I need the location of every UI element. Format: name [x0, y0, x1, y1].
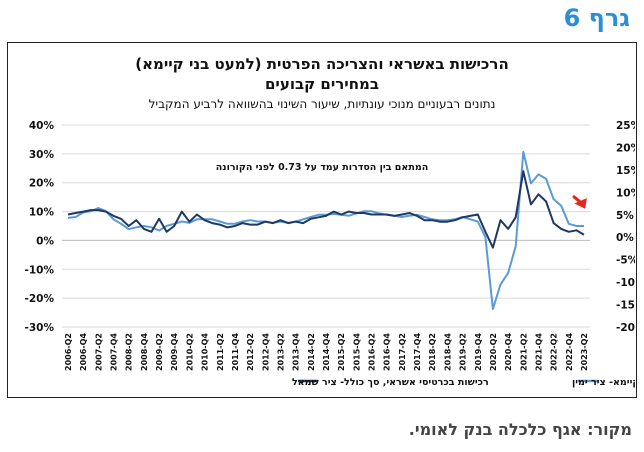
x-tick-label: 2007-Q4: [110, 333, 119, 371]
right-axis-tick-label: 20%: [616, 142, 635, 154]
x-tick-label: 2014-Q4: [322, 333, 331, 371]
right-axis-tick-label: 15%: [616, 165, 635, 177]
x-tick-label: 2021-Q2: [519, 333, 528, 371]
right-axis-tick-label: 5%: [616, 210, 634, 222]
x-tick-label: 2018-Q2: [428, 333, 437, 371]
x-tick-label: 2014-Q2: [307, 333, 316, 371]
down-arrow-icon: [572, 195, 587, 209]
left-axis-tick-label: 40%: [29, 120, 55, 132]
x-tick-label: 2023-Q2: [580, 333, 589, 371]
x-tick-label: 2016-Q2: [368, 333, 377, 371]
x-tick-label: 2015-Q2: [337, 333, 346, 371]
right-axis-tick-label: -10%: [616, 277, 635, 289]
x-tick-label: 2019-Q2: [459, 333, 468, 371]
series-lines: [67, 150, 587, 310]
x-tick-label: 2009-Q2: [155, 333, 164, 371]
chart-title-line1: הרכישות באשראי והצריכה הפרטית (למעט בני …: [135, 55, 509, 73]
left-axis-tick-label: -30%: [25, 322, 55, 334]
gridlines: [62, 124, 590, 328]
x-tick-label: 2009-Q4: [170, 333, 179, 371]
left-axis-tick-label: 30%: [29, 149, 55, 161]
x-tick-label: 2013-Q4: [292, 333, 301, 371]
x-tick-label: 2016-Q4: [383, 333, 392, 371]
legend-label: רכישות בכרטיסי אשראי, סך כולל- ציר שמאל: [292, 377, 489, 388]
x-tick-label: 2017-Q4: [413, 333, 422, 371]
legend-item-consumption: הוצאה לצריכה פרטית, למעט בני קיימא- ציר …: [572, 377, 644, 388]
right-axis-tick-label: -20%: [616, 322, 635, 334]
x-tick-label: 2011-Q2: [216, 333, 225, 371]
legend: הוצאה לצריכה פרטית, למעט בני קיימא- ציר …: [292, 377, 644, 388]
x-tick-label: 2006-Q2: [64, 333, 73, 371]
x-tick-label: 2019-Q4: [474, 333, 483, 371]
chart-annotation: המתאם בין הסדרות עמד על 0.73 לפני הקורונ…: [216, 162, 428, 173]
x-tick-label: 2017-Q2: [398, 333, 407, 371]
axes: 40% 30% 20% 10% 0% -10% -20% -30% 25% 20% 15% 10% 5%…: [25, 120, 644, 371]
x-tick-label: 2022-Q4: [565, 333, 574, 371]
x-tick-label: 2008-Q2: [125, 333, 134, 371]
credit-card-series-line: [67, 170, 585, 249]
x-tick-label: 2006-Q4: [79, 333, 88, 371]
source-note: מקור: אגף כלכלה בנק לאומי.: [408, 420, 632, 439]
left-axis-tick-label: 20%: [29, 178, 55, 190]
left-axis-tick-label: 0%: [36, 235, 54, 247]
x-tick-label: 2018-Q4: [443, 333, 452, 371]
x-tick-label: 2021-Q4: [534, 333, 543, 371]
x-tick-label: 2013-Q2: [276, 333, 285, 371]
left-axis-tick-label: 10%: [29, 207, 55, 219]
x-tick-label: 2010-Q2: [185, 333, 194, 371]
line-chart: הרכישות באשראי והצריכה הפרטית (למעט בני …: [25, 55, 644, 388]
chart-frame: הרכישות באשראי והצריכה הפרטית (למעט בני …: [7, 42, 644, 398]
right-axis-tick-label: -15%: [616, 300, 635, 312]
right-axis-tick-label: 0%: [616, 232, 634, 244]
x-tick-label: 2008-Q4: [140, 333, 149, 371]
chart-subtitle: נתונים רבעוניים מנוכי עונתיות, שיעור השי…: [149, 97, 496, 111]
right-axis-tick-label: 10%: [616, 187, 635, 199]
x-tick-label: 2010-Q4: [201, 333, 210, 371]
x-tick-label: 2011-Q4: [231, 333, 240, 371]
x-tick-label: 2007-Q2: [94, 333, 103, 371]
x-tick-label: 2012-Q4: [261, 333, 270, 371]
x-tick-label: 2020-Q2: [489, 333, 498, 371]
x-tick-label: 2015-Q4: [352, 333, 361, 371]
chart-title-line2: במחירים קבועים: [265, 75, 379, 93]
legend-label: הוצאה לצריכה פרטית, למעט בני קיימא- ציר …: [572, 377, 635, 388]
x-tick-label: 2020-Q4: [504, 333, 513, 371]
left-axis-tick-label: -20%: [25, 293, 55, 305]
right-axis-tick-label: -5%: [616, 255, 635, 267]
left-axis-tick-label: -10%: [25, 264, 55, 276]
x-tick-label: 2012-Q2: [246, 333, 255, 371]
page-header: גרף 6: [563, 4, 630, 32]
right-axis-tick-label: 25%: [616, 120, 635, 132]
legend-item-credit-cards: רכישות בכרטיסי אשראי, סך כולל- ציר שמאל: [292, 377, 489, 388]
x-tick-label: 2022-Q2: [550, 333, 559, 371]
